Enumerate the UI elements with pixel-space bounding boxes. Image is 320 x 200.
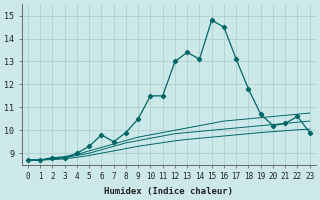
X-axis label: Humidex (Indice chaleur): Humidex (Indice chaleur) bbox=[104, 187, 233, 196]
